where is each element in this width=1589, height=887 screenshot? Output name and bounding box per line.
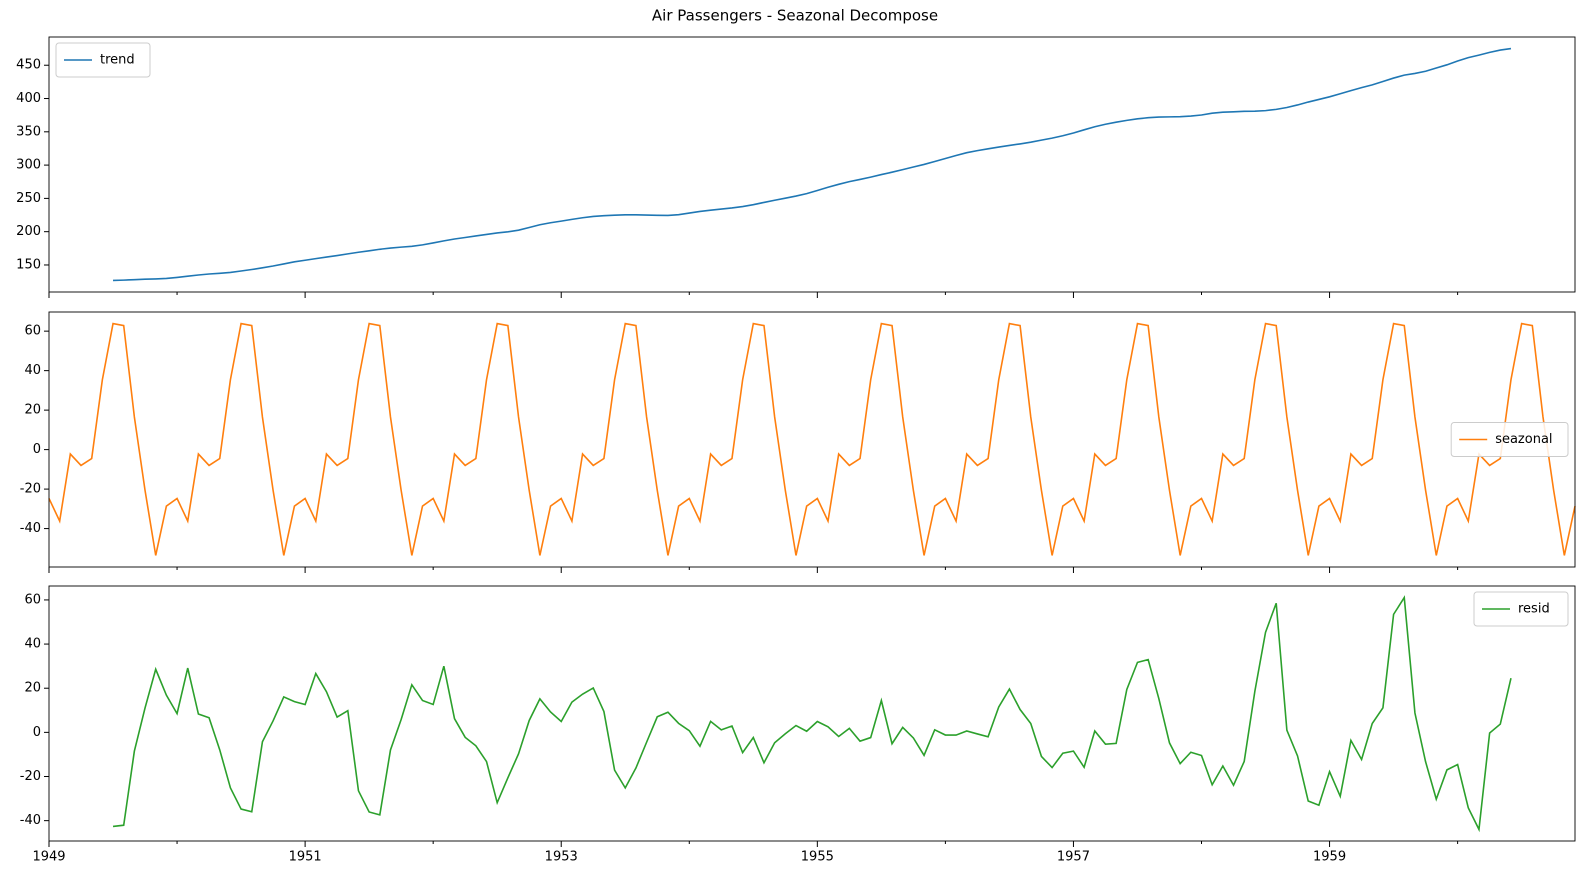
series-line	[113, 47, 1512, 282]
x-tick-label: 1959	[1313, 850, 1346, 865]
legend-box	[55, 42, 151, 78]
y-tick-label: 450	[16, 58, 41, 73]
legend-label: seazonal	[1495, 432, 1552, 447]
y-tick-label: 200	[16, 224, 41, 239]
figure-title: Air Passengers - Seazonal Decompose	[652, 7, 938, 25]
legend-box	[1473, 591, 1569, 627]
y-tick-label: 0	[33, 725, 41, 740]
y-tick-label: -20	[20, 769, 41, 784]
y-tick-label: 20	[24, 681, 41, 696]
y-tick-label: 400	[16, 91, 41, 106]
y-tick-label: 350	[16, 124, 41, 139]
y-tick-label: 40	[24, 363, 41, 378]
y-tick-label: 20	[24, 403, 41, 418]
x-tick-label: 1957	[1057, 850, 1090, 865]
series-line	[112, 595, 1512, 833]
y-tick-label: 300	[16, 158, 41, 173]
plot-frame	[48, 311, 1576, 568]
x-tick-label: 1953	[545, 850, 578, 865]
legend-label: trend	[100, 53, 135, 68]
y-tick-label: -20	[20, 482, 41, 497]
series-line	[48, 322, 1576, 556]
plot-frame	[48, 585, 1576, 842]
x-tick-label: 1955	[801, 850, 834, 865]
y-tick-label: 150	[16, 257, 41, 272]
y-tick-label: 250	[16, 191, 41, 206]
legend-box	[1450, 422, 1569, 457]
y-tick-label: -40	[20, 813, 41, 828]
legend-label: resid	[1518, 602, 1550, 617]
y-tick-label: -40	[20, 521, 41, 536]
y-tick-label: 0	[33, 442, 41, 457]
y-tick-label: 60	[24, 324, 41, 339]
y-tick-label: 40	[24, 637, 41, 652]
x-tick-label: 1951	[289, 850, 322, 865]
y-tick-label: 60	[24, 592, 41, 607]
plot-frame	[48, 36, 1576, 293]
x-tick-label: 1949	[32, 850, 65, 865]
